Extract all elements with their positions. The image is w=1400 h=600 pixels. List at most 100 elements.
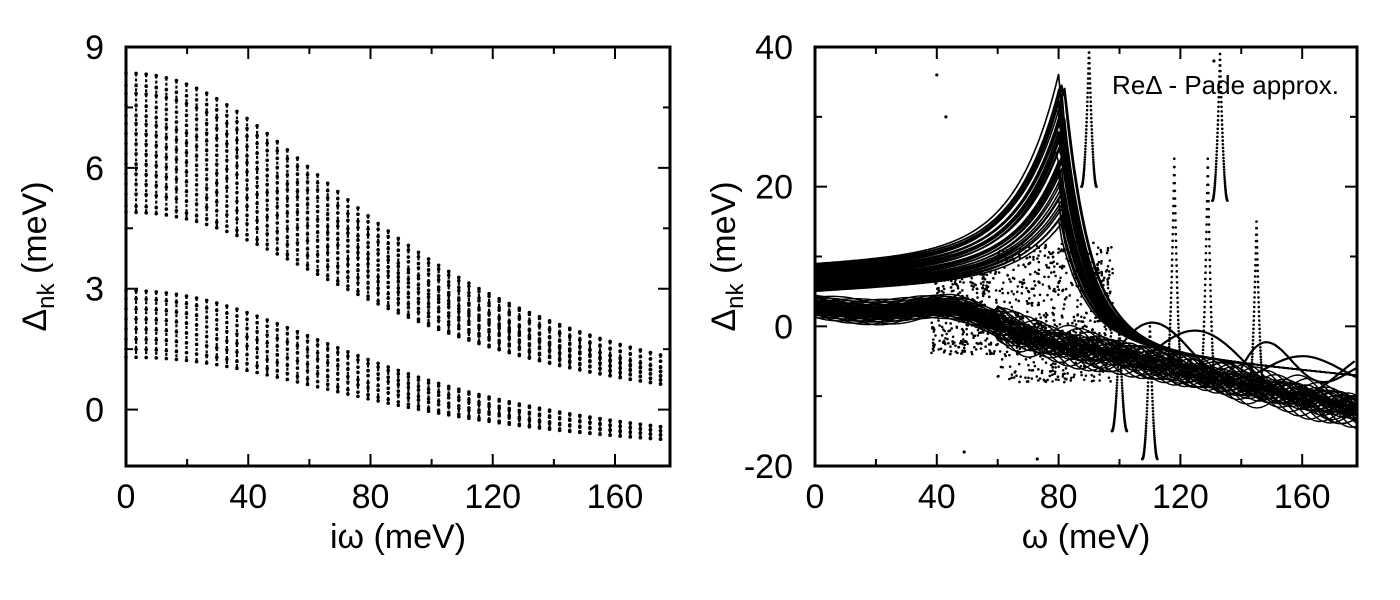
- right-data-point: [1098, 319, 1101, 323]
- right-data-point: [1149, 364, 1153, 367]
- right-data-point: [1144, 424, 1148, 428]
- right-data-point: [1003, 266, 1006, 269]
- right-data-point: [1035, 457, 1039, 461]
- right-data-point: [1033, 279, 1036, 283]
- right-data-point: [1068, 330, 1072, 334]
- right-data-point: [1025, 342, 1029, 345]
- right-data-point: [1256, 285, 1260, 289]
- right-data-point: [1204, 251, 1208, 255]
- right-data-point: [1152, 432, 1156, 435]
- right-data-point: [1093, 365, 1096, 369]
- right-data-point: [1255, 252, 1259, 255]
- right-data-point: [1220, 110, 1223, 113]
- right-data-point: [1041, 325, 1044, 328]
- right-data-point: [1025, 286, 1028, 290]
- right-data-point: [1009, 258, 1012, 262]
- right-data-point: [1148, 330, 1152, 333]
- right-data-point: [1038, 250, 1042, 253]
- right-data-point: [1060, 248, 1063, 251]
- right-data-point: [1002, 281, 1005, 284]
- right-data-point: [936, 279, 940, 283]
- right-data-point: [940, 279, 943, 282]
- right-data-point: [1093, 350, 1097, 354]
- right-data-point: [1001, 365, 1004, 369]
- right-data-point: [1121, 396, 1125, 400]
- right-data-point: [1201, 363, 1204, 366]
- left-data-point: [406, 267, 411, 272]
- right-data-point: [1033, 294, 1036, 297]
- right-data-point: [1200, 370, 1204, 373]
- right-data-point: [1201, 360, 1204, 364]
- right-data-point: [1043, 246, 1047, 250]
- right-data-point: [1042, 378, 1046, 382]
- right-data-point: [1150, 392, 1154, 396]
- right-data-point: [953, 280, 957, 284]
- right-data-point: [1037, 246, 1041, 250]
- right-data-point: [942, 328, 945, 331]
- right-data-point: [1092, 165, 1096, 168]
- right-data-point: [1022, 278, 1025, 282]
- left-data-point: [527, 356, 532, 360]
- right-data-point: [981, 273, 984, 277]
- right-data-point: [941, 294, 944, 298]
- right-data-point: [1211, 348, 1214, 352]
- right-data-point: [1220, 105, 1223, 109]
- right-data-point: [997, 252, 1001, 256]
- right-data-point: [1084, 141, 1087, 145]
- right-data-point: [1075, 327, 1079, 331]
- right-data-point: [1093, 271, 1096, 275]
- left-data-point: [497, 406, 501, 411]
- right-data-point: [1221, 131, 1224, 135]
- right-data-point: [1169, 305, 1173, 309]
- right-data-point: [1000, 320, 1003, 324]
- right-data-point: [1052, 318, 1056, 322]
- right-data-point: [1045, 313, 1049, 317]
- right-data-point: [1085, 112, 1089, 116]
- right-data-point: [1025, 299, 1029, 303]
- right-data-point: [1257, 291, 1260, 294]
- right-data-point: [1051, 362, 1055, 365]
- right-y-axis-label-unit: (meV): [705, 181, 743, 283]
- right-data-point: [1005, 260, 1008, 264]
- right-data-point: [1252, 314, 1256, 318]
- right-data-point: [1094, 353, 1097, 357]
- right-data-point: [1118, 341, 1122, 344]
- right-data-point: [1207, 223, 1211, 226]
- right-data-point: [1008, 365, 1012, 368]
- right-data-point: [1028, 356, 1032, 359]
- right-data-point: [1174, 226, 1177, 229]
- right-data-point: [1042, 314, 1046, 317]
- right-data-point: [1057, 251, 1060, 254]
- left-data-point: [598, 432, 602, 437]
- right-data-point: [987, 326, 991, 330]
- right-data-point: [964, 312, 967, 316]
- right-data-point: [1005, 249, 1009, 252]
- right-data-point: [938, 324, 941, 327]
- right-data-point: [1090, 138, 1094, 141]
- right-data-point: [938, 339, 941, 343]
- right-data-point: [1018, 347, 1022, 351]
- right-data-point: [1048, 374, 1052, 378]
- right-data-point: [1259, 355, 1263, 359]
- right-data-point: [934, 311, 938, 314]
- right-data-point: [992, 352, 996, 355]
- right-data-point: [1026, 289, 1030, 293]
- right-data-point: [1053, 323, 1057, 327]
- right-data-point: [1253, 291, 1256, 294]
- right-data-point: [1071, 339, 1074, 342]
- right-data-point: [1009, 323, 1013, 326]
- right-data-point: [1036, 257, 1039, 260]
- right-data-point: [940, 325, 944, 329]
- right-data-point: [1153, 434, 1156, 437]
- right-data-point: [958, 314, 962, 318]
- right-data-point: [1171, 232, 1175, 236]
- right-data-point: [1107, 376, 1111, 380]
- right-data-point: [981, 331, 985, 334]
- right-data-point: [1000, 259, 1004, 263]
- right-data-point: [1252, 310, 1256, 313]
- right-data-point: [1094, 298, 1098, 302]
- right-data-point: [949, 301, 953, 305]
- right-data-point: [1032, 318, 1036, 322]
- right-data-point: [1052, 335, 1056, 338]
